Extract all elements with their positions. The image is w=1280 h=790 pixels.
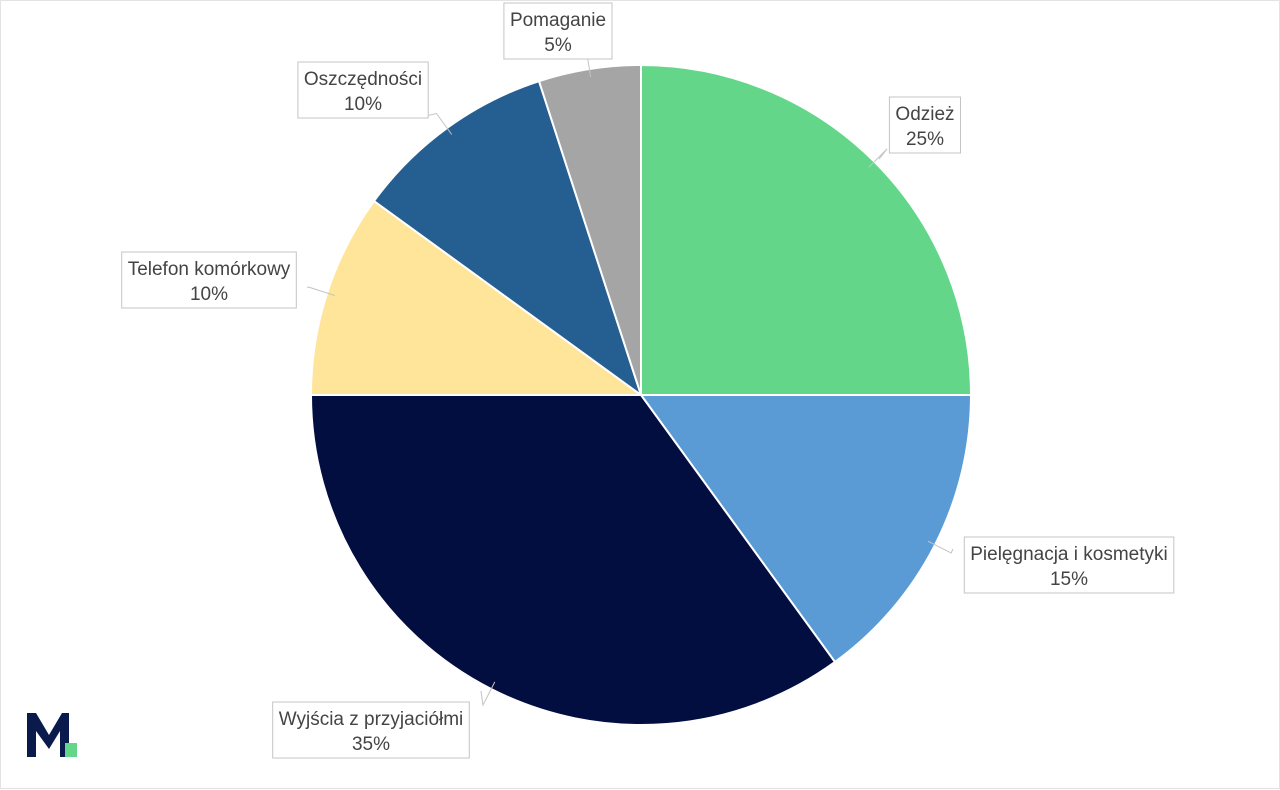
m-logo-icon bbox=[27, 713, 77, 757]
callout-oszczednosci: Oszczędności 10% bbox=[297, 61, 429, 119]
slice-percent-pomaganie: 5% bbox=[544, 35, 572, 56]
leader-line-odziez bbox=[868, 148, 888, 168]
slice-label-telefon-komorkowy: Telefon komórkowy bbox=[128, 259, 291, 280]
callout-pomaganie: Pomaganie 5% bbox=[503, 2, 613, 60]
callout-box bbox=[503, 2, 613, 60]
callout-telefon-komorkowy: Telefon komórkowy 10% bbox=[121, 251, 297, 309]
slice-percent-telefon-komorkowy: 10% bbox=[190, 284, 228, 305]
slice-label-pielegnacja-i-kosmetyki: Pielęgnacja i kosmetyki bbox=[970, 544, 1167, 565]
slice-label-wyjscia-z-przyjaciolmi: Wyjścia z przyjaciółmi bbox=[279, 709, 464, 730]
callout-box bbox=[297, 61, 429, 119]
pie-slices bbox=[309, 63, 973, 726]
slice-label-odziez: Odzież bbox=[895, 104, 954, 125]
callout-box bbox=[121, 251, 297, 309]
callout-odziez: Odzież 25% bbox=[888, 96, 962, 154]
slice-percent-oszczednosci: 10% bbox=[344, 94, 382, 115]
data-callouts: Odzież 25% Pielęgnacja i kosmetyki 15% Wyjśc… bbox=[121, 2, 1175, 759]
callout-pielegnacja-i-kosmetyki: Pielęgnacja i kosmetyki 15% bbox=[963, 536, 1175, 594]
callout-box bbox=[272, 701, 470, 759]
leader-line-wyjscia-z-przyjaciolmi bbox=[480, 681, 496, 707]
callout-box bbox=[963, 536, 1175, 594]
slice-percent-odziez: 25% bbox=[906, 129, 944, 150]
callout-wyjscia-z-przyjaciolmi: Wyjścia z przyjaciółmi 35% bbox=[272, 701, 470, 759]
slice-label-oszczednosci: Oszczędności bbox=[304, 69, 422, 90]
callout-box bbox=[888, 96, 962, 154]
slice-percent-pielegnacja-i-kosmetyki: 15% bbox=[1050, 569, 1088, 590]
slice-percent-wyjscia-z-przyjaciolmi: 35% bbox=[352, 734, 390, 755]
leader-line-pielegnacja-i-kosmetyki bbox=[927, 540, 954, 554]
slice-label-pomaganie: Pomaganie bbox=[510, 10, 606, 31]
leader-lines bbox=[306, 49, 954, 707]
leader-line-telefon-komorkowy bbox=[306, 286, 335, 296]
